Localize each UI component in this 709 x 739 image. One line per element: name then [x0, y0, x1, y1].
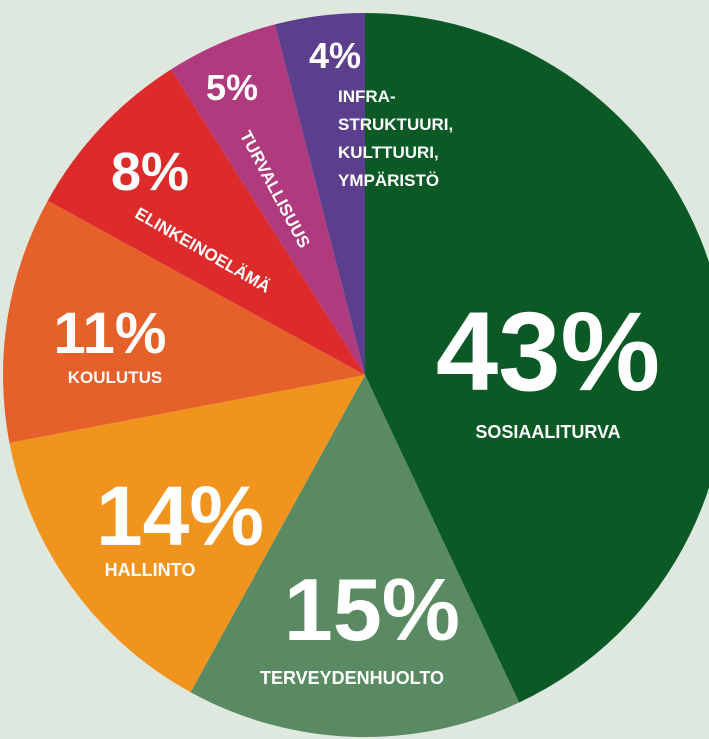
- pie-slice: [365, 13, 709, 703]
- pie-slice: [3, 200, 366, 443]
- category-label: TERVEYDENHUOLTO: [260, 668, 444, 688]
- category-label: SOSIAALITURVA: [475, 422, 620, 442]
- pie-slice: [274, 12, 365, 375]
- pie-slice: [171, 24, 365, 376]
- pie-slice: [9, 375, 365, 693]
- value-label: 5%: [206, 67, 258, 108]
- category-label: INFRA-STRUKTUURI, KULTTUURI, YMPÄRISTÖ: [338, 87, 453, 190]
- pie-slice: [47, 69, 366, 375]
- category-label: KOULUTUS: [68, 368, 162, 387]
- category-label: HALLINTO: [105, 560, 196, 580]
- value-label: 14%: [96, 469, 264, 563]
- value-label: 8%: [111, 142, 189, 202]
- value-label: 11%: [54, 301, 167, 366]
- pie-slice: [190, 375, 520, 737]
- value-label: 4%: [309, 35, 361, 76]
- value-label: 15%: [284, 560, 460, 659]
- value-label: 43%: [436, 289, 660, 414]
